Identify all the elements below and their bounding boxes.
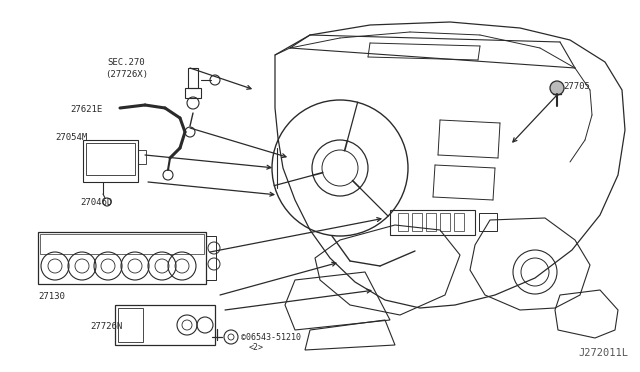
Text: J272011L: J272011L — [578, 348, 628, 358]
Bar — [390, 210, 475, 235]
Bar — [206, 236, 216, 280]
Bar — [188, 68, 198, 88]
Text: 27705: 27705 — [563, 82, 590, 91]
Text: ©06543-51210: ©06543-51210 — [241, 333, 301, 341]
Bar — [412, 213, 422, 231]
Bar — [83, 140, 138, 182]
Text: (27726X): (27726X) — [105, 70, 148, 79]
Text: 27046D: 27046D — [80, 198, 112, 207]
Bar — [40, 234, 204, 254]
Text: 27726N: 27726N — [90, 322, 122, 331]
Bar — [185, 88, 201, 98]
Bar — [398, 213, 408, 231]
Bar — [138, 150, 146, 164]
Text: SEC.270: SEC.270 — [107, 58, 145, 67]
Bar — [440, 213, 450, 231]
Bar — [479, 213, 497, 231]
Bar — [86, 143, 135, 175]
Circle shape — [550, 81, 564, 95]
Text: 27130: 27130 — [38, 292, 65, 301]
Bar — [454, 213, 464, 231]
Text: <2>: <2> — [249, 343, 264, 352]
Bar — [426, 213, 436, 231]
Bar — [118, 308, 143, 342]
Bar — [38, 232, 206, 284]
Bar — [115, 305, 215, 345]
Text: 27054M: 27054M — [55, 133, 87, 142]
Text: 27621E: 27621E — [70, 105, 102, 114]
